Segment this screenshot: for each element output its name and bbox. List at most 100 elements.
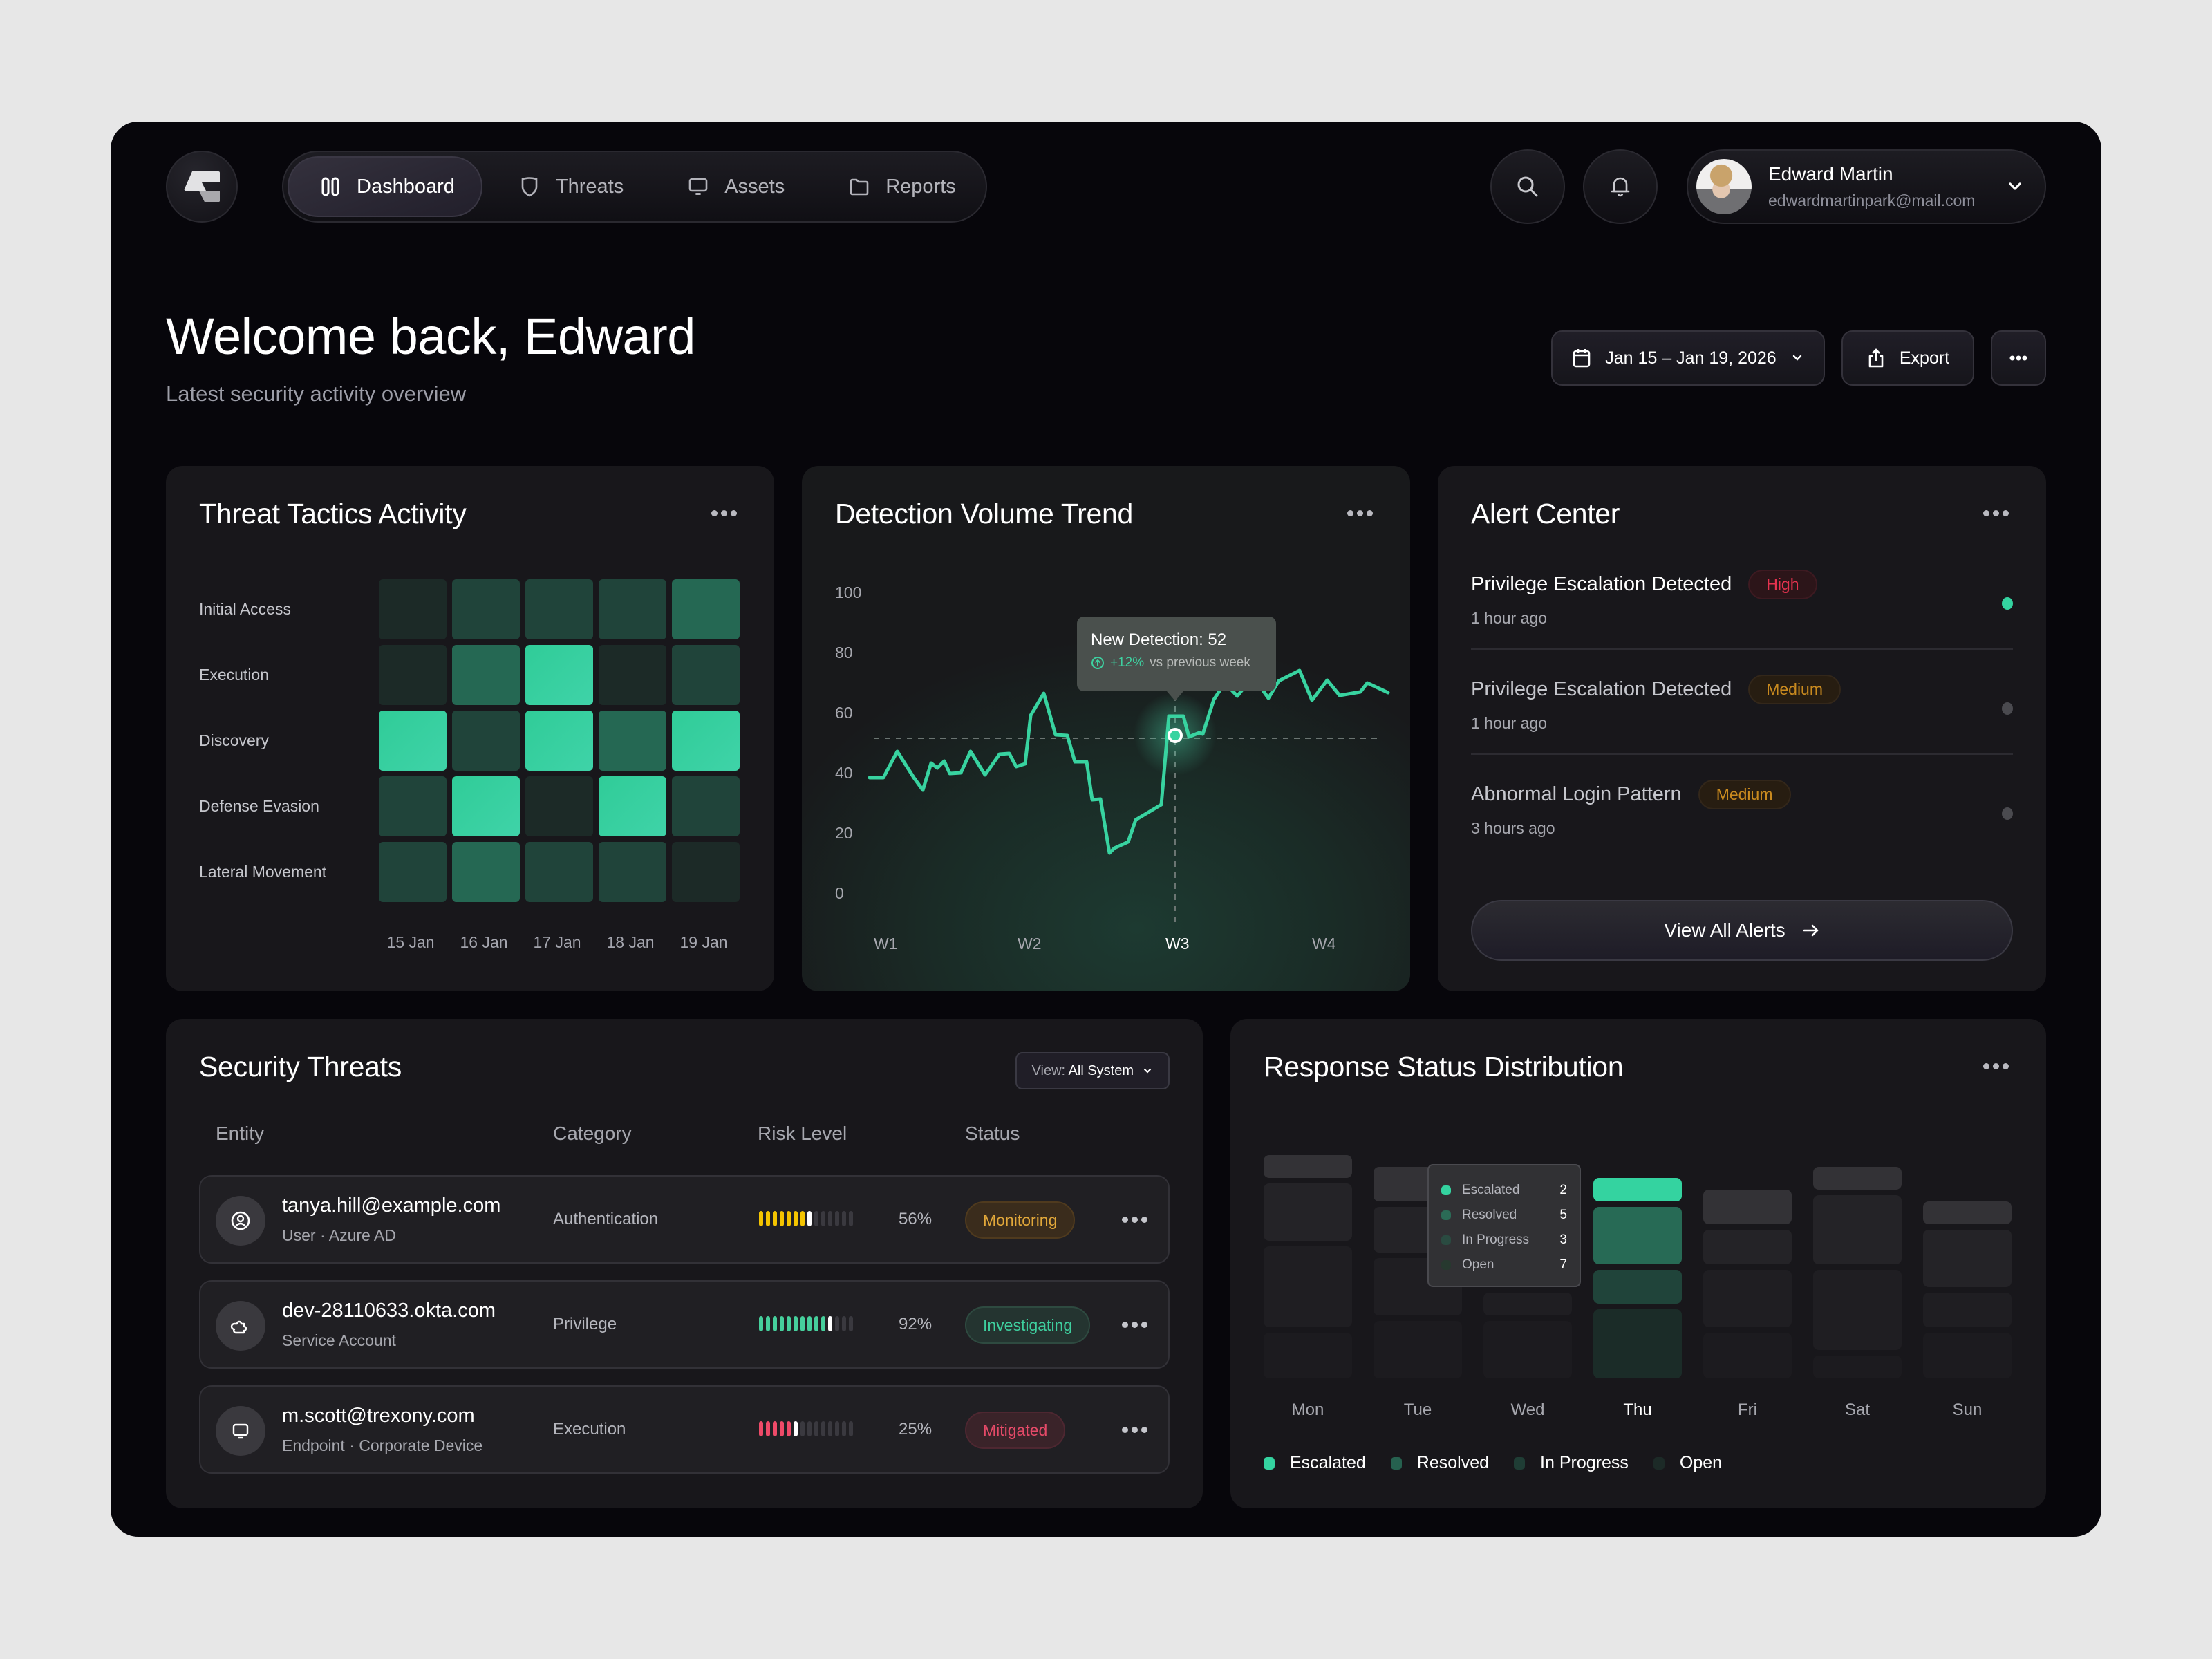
view-all-alerts-button[interactable]: View All Alerts	[1471, 900, 2013, 961]
bar-segment-resolved[interactable]	[1813, 1195, 1902, 1264]
column-header-risk-level[interactable]: Risk Level	[758, 1123, 847, 1144]
heatmap-cell[interactable]	[525, 579, 593, 639]
bar-segment-escalated[interactable]	[1813, 1166, 1902, 1190]
legend-item-in-progress: In Progress	[1514, 1453, 1629, 1473]
heatmap-cell[interactable]	[379, 711, 447, 771]
tooltip-title: New Detection: 52	[1091, 630, 1227, 649]
bar-segment-open[interactable]	[1264, 1332, 1352, 1378]
notifications-button[interactable]	[1583, 149, 1658, 224]
heatmap-cell[interactable]	[452, 579, 520, 639]
monitor-icon	[688, 178, 708, 195]
bar-segment-resolved[interactable]	[1593, 1206, 1682, 1264]
alert-time: 1 hour ago	[1471, 609, 1547, 627]
heatmap-date-label: 15 Jan	[386, 933, 435, 951]
bar-segment-open[interactable]	[1703, 1332, 1792, 1378]
bar-segment-in-progress[interactable]	[1923, 1292, 2012, 1327]
bar-segment-resolved[interactable]	[1923, 1229, 2012, 1287]
table-row[interactable]: tanya.hill@example.com User · Azure AD A…	[199, 1175, 1170, 1264]
view-filter-dropdown[interactable]: View: All System	[1015, 1052, 1170, 1089]
nav-dashboard[interactable]: Dashboard	[288, 156, 482, 217]
row-actions-button[interactable]	[1122, 1322, 1147, 1328]
heatmap-cell[interactable]	[525, 645, 593, 705]
bar-segment-resolved[interactable]	[1703, 1229, 1792, 1264]
logo[interactable]	[166, 151, 238, 223]
card-menu-button[interactable]	[1983, 1063, 2009, 1069]
y-tick: 80	[835, 644, 853, 662]
card-menu-button[interactable]	[1983, 510, 2009, 516]
bar-segment-escalated[interactable]	[1264, 1155, 1352, 1179]
bar-segment-in-progress[interactable]	[1593, 1269, 1682, 1304]
heatmap-cell[interactable]	[599, 776, 666, 836]
nav-label: Dashboard	[357, 175, 455, 198]
heatmap-cell[interactable]	[525, 842, 593, 902]
bar-segment-in-progress[interactable]	[1813, 1269, 1902, 1350]
logo-icon	[184, 171, 220, 202]
x-tick: W1	[874, 935, 898, 953]
tooltip-suffix: vs previous week	[1150, 655, 1250, 670]
heatmap-cell[interactable]	[599, 711, 666, 771]
column-header-category[interactable]: Category	[553, 1123, 632, 1144]
bar-segment-escalated[interactable]	[1593, 1178, 1682, 1201]
user-profile-menu[interactable]: Edward Martin edwardmartinpark@mail.com	[1687, 149, 2046, 224]
heatmap-cell[interactable]	[672, 842, 740, 902]
heatmap-cell[interactable]	[599, 579, 666, 639]
heatmap-cell[interactable]	[379, 579, 447, 639]
detection-trend-card: Detection Volume Trend 100 80 60 40 20 0…	[802, 466, 1410, 991]
alert-item[interactable]: Privilege Escalation Detected High 1 hour…	[1471, 570, 2013, 628]
heatmap-cell[interactable]	[672, 776, 740, 836]
risk-percent: 56%	[899, 1210, 932, 1228]
heatmap-cell[interactable]	[452, 776, 520, 836]
bar-segment-open[interactable]	[1813, 1355, 1902, 1378]
nav-assets[interactable]: Assets	[659, 156, 812, 217]
table-row[interactable]: dev-28110633.okta.com Service Account Pr…	[199, 1280, 1170, 1369]
status-badge: Mitigated	[965, 1412, 1066, 1449]
heatmap-cell[interactable]	[452, 711, 520, 771]
date-range-picker[interactable]: Jan 15 – Jan 19, 2026	[1551, 330, 1825, 386]
column-header-status[interactable]: Status	[965, 1123, 1020, 1144]
entity-avatar	[216, 1406, 265, 1456]
heatmap-cell[interactable]	[599, 842, 666, 902]
bar-segment-escalated[interactable]	[1703, 1190, 1792, 1224]
bar-segment-resolved[interactable]	[1264, 1183, 1352, 1241]
card-menu-button[interactable]	[711, 510, 737, 516]
bar-segment-escalated[interactable]	[1923, 1201, 2012, 1224]
entity-name: m.scott@trexony.com	[282, 1405, 475, 1427]
bar-segment-in-progress[interactable]	[1703, 1269, 1792, 1327]
alert-item[interactable]: Privilege Escalation Detected Medium 1 ho…	[1471, 675, 2013, 733]
heatmap-cell[interactable]	[525, 711, 593, 771]
heatmap-cell[interactable]	[379, 645, 447, 705]
row-actions-button[interactable]	[1122, 1427, 1147, 1433]
export-button[interactable]: Export	[1841, 330, 1974, 386]
heatmap-cell[interactable]	[672, 579, 740, 639]
heatmap-cell[interactable]	[452, 645, 520, 705]
nav-threats[interactable]: Threats	[491, 156, 651, 217]
row-actions-button[interactable]	[1122, 1217, 1147, 1223]
bar-segment-open[interactable]	[1923, 1332, 2012, 1378]
share-icon	[1868, 348, 1884, 368]
alert-item[interactable]: Abnormal Login Pattern Medium 3 hours ago	[1471, 780, 2013, 838]
column-header-entity[interactable]: Entity	[216, 1123, 265, 1144]
bar-segment-in-progress[interactable]	[1483, 1292, 1572, 1315]
nav-reports[interactable]: Reports	[821, 156, 984, 217]
table-row[interactable]: m.scott@trexony.com Endpoint · Corporate…	[199, 1385, 1170, 1474]
heatmap-cell[interactable]	[452, 842, 520, 902]
chevron-down-icon	[1143, 1068, 1152, 1074]
bar-segment-open[interactable]	[1483, 1321, 1572, 1378]
tooltip-label: Resolved	[1462, 1208, 1517, 1222]
more-options-button[interactable]	[1991, 330, 2046, 386]
heatmap-cell[interactable]	[379, 842, 447, 902]
search-button[interactable]	[1490, 149, 1565, 224]
heatmap-cell[interactable]	[379, 776, 447, 836]
bar-segment-open[interactable]	[1593, 1309, 1682, 1378]
bar-segment-open[interactable]	[1374, 1321, 1462, 1378]
heatmap-cell[interactable]	[672, 711, 740, 771]
card-menu-button[interactable]	[1347, 510, 1373, 516]
bar-segment-in-progress[interactable]	[1264, 1246, 1352, 1327]
heatmap-date-label: 16 Jan	[460, 933, 508, 951]
heatmap-cell[interactable]	[599, 645, 666, 705]
day-label: Fri	[1738, 1400, 1757, 1419]
heatmap-cell[interactable]	[672, 645, 740, 705]
card-title: Security Threats	[199, 1051, 402, 1082]
heatmap-cell[interactable]	[525, 776, 593, 836]
user-name: Edward Martin	[1768, 163, 1893, 185]
